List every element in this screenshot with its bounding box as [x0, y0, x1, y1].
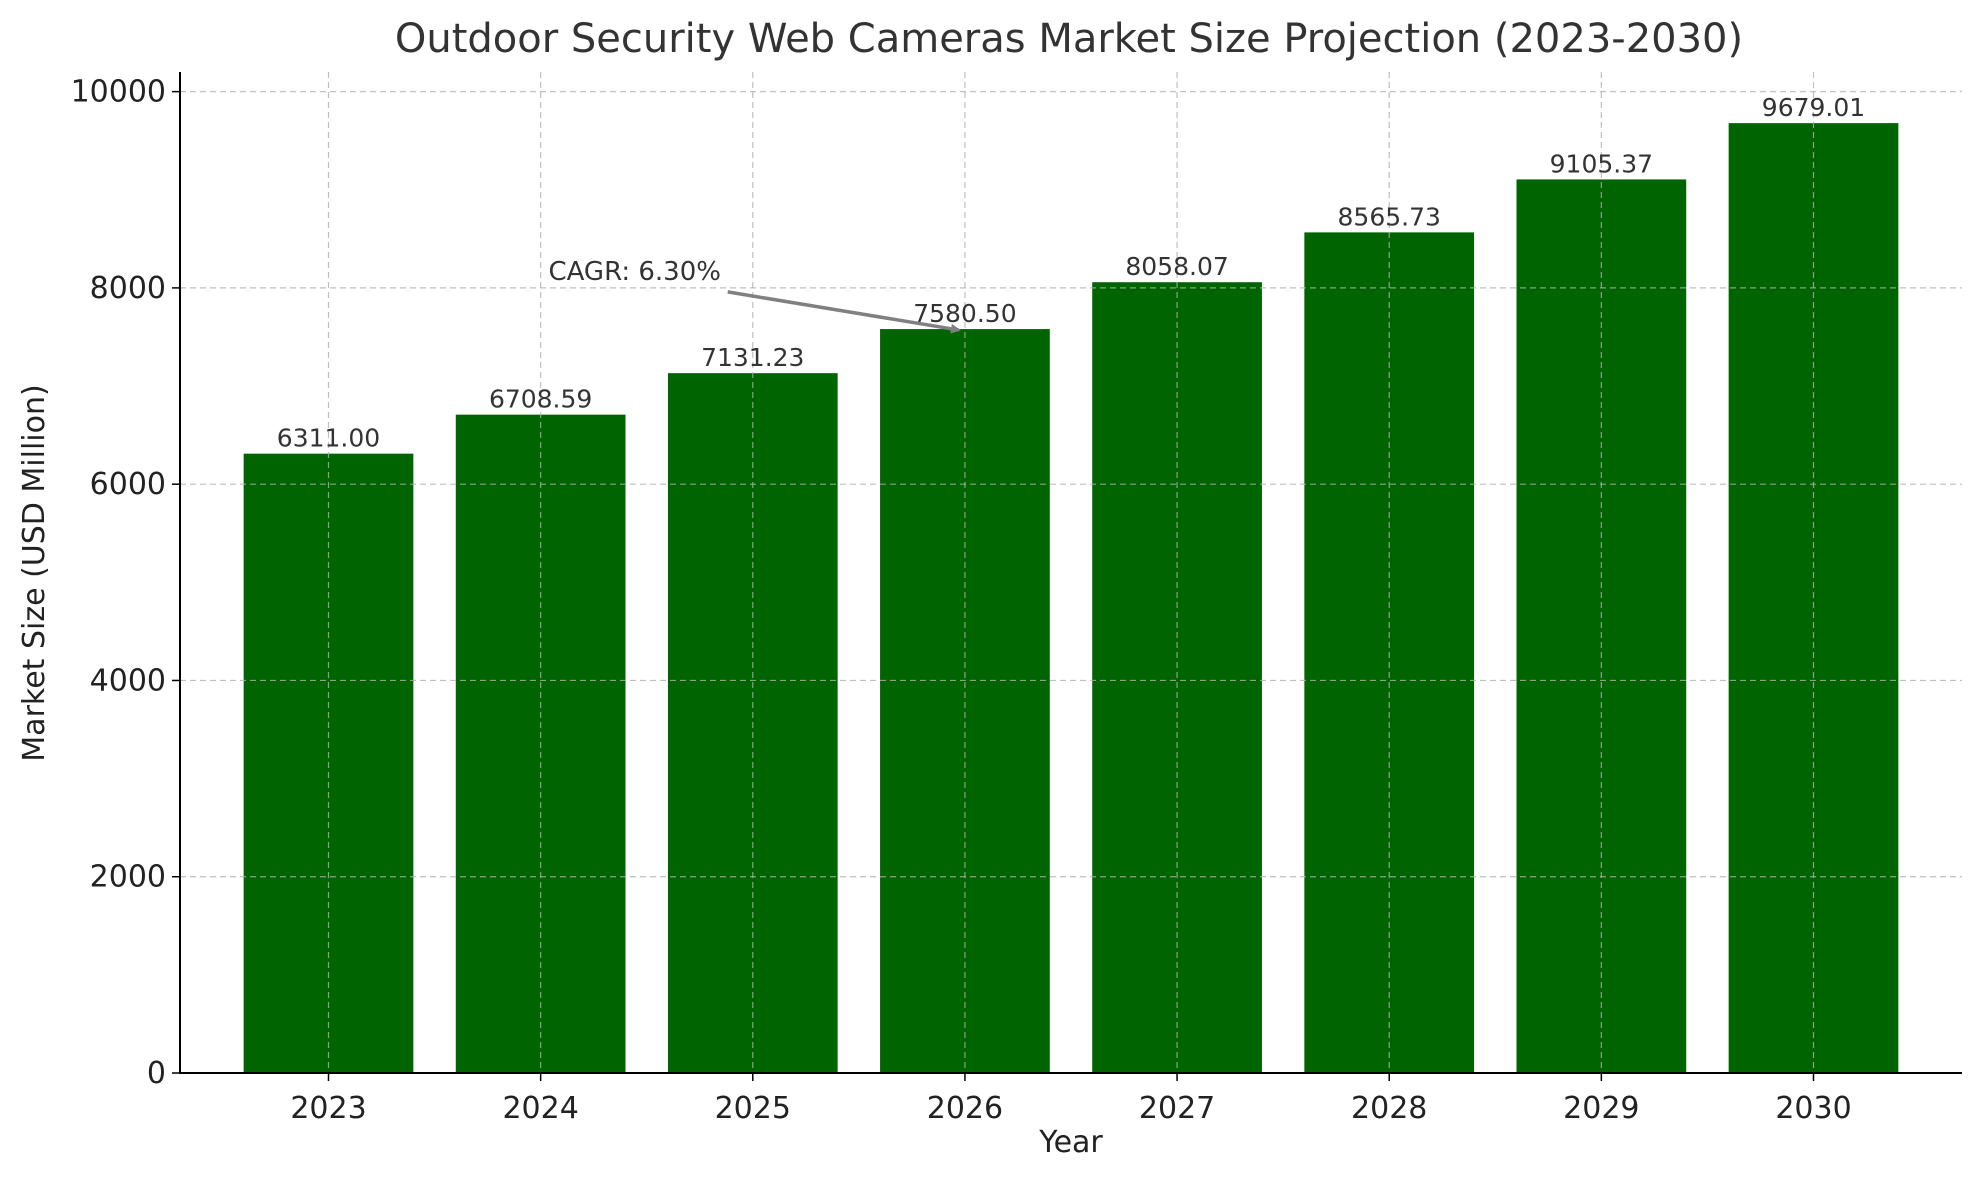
- x-tick-label-2024: 2024: [502, 1091, 578, 1126]
- bar-value-label-2025: 7131.23: [701, 343, 804, 372]
- x-axis-label: Year: [1038, 1125, 1103, 1160]
- bar-value-label-2027: 8058.07: [1125, 252, 1228, 281]
- x-tick-label-2025: 2025: [715, 1091, 791, 1126]
- grid-lines: [180, 72, 1962, 1074]
- cagr-annotation: CAGR: 6.30%: [548, 257, 961, 334]
- x-tick-label-2026: 2026: [927, 1091, 1003, 1126]
- y-tick-label-4000: 4000: [90, 663, 166, 698]
- tick-labels: 0 2000 4000 6000 8000 10000 2023 2024 2025 2026 20…: [71, 75, 1852, 1126]
- bar-value-label-2023: 6311.00: [277, 424, 380, 453]
- cagr-annotation-arrow: [727, 290, 961, 334]
- x-tick-label-2023: 2023: [290, 1091, 366, 1126]
- bar-value-labels: 6311.00 6708.59 7131.23 7580.50 8058.07 8565.…: [277, 93, 1865, 453]
- y-tick-label-0: 0: [147, 1056, 166, 1091]
- bar-value-label-2029: 9105.37: [1550, 149, 1653, 178]
- bar-value-label-2024: 6708.59: [489, 385, 592, 414]
- x-tick-label-2030: 2030: [1775, 1091, 1851, 1126]
- axes: [179, 72, 1962, 1074]
- y-tick-label-2000: 2000: [90, 860, 166, 895]
- bar-value-label-2028: 8565.73: [1338, 202, 1441, 231]
- bar-value-label-2026: 7580.50: [913, 299, 1016, 328]
- x-tick-label-2029: 2029: [1563, 1091, 1639, 1126]
- cagr-annotation-text: CAGR: 6.30%: [548, 257, 721, 287]
- y-tick-label-8000: 8000: [90, 271, 166, 306]
- x-tick-label-2028: 2028: [1351, 1091, 1427, 1126]
- bar-value-label-2030: 9679.01: [1762, 93, 1865, 122]
- chart-title: Outdoor Security Web Cameras Market Size…: [395, 16, 1743, 62]
- y-tick-label-10000: 10000: [71, 75, 166, 110]
- y-axis-label: Market Size (USD Million): [17, 384, 52, 761]
- bars: [243, 123, 1899, 1074]
- bar-2026: [880, 329, 1050, 1073]
- y-tick-label-6000: 6000: [90, 467, 166, 502]
- x-tick-label-2027: 2027: [1139, 1091, 1215, 1126]
